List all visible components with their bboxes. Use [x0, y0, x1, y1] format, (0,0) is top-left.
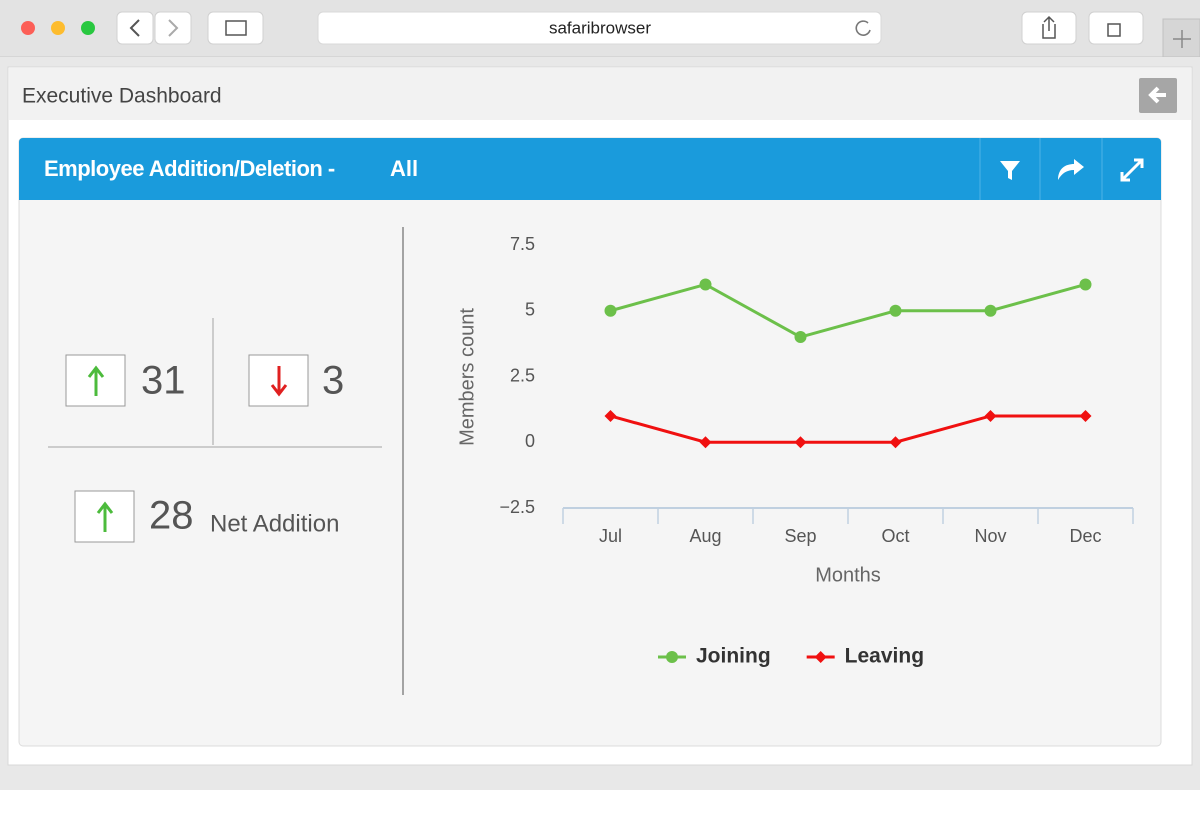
- address-text: safaribrowser: [549, 18, 651, 37]
- legend-label: Joining: [696, 645, 771, 668]
- y-tick-label: 5: [525, 300, 535, 320]
- x-tick-label: Aug: [689, 526, 721, 546]
- net-count: 28: [149, 494, 194, 538]
- reload-icon[interactable]: [855, 20, 871, 36]
- marker: [666, 651, 678, 663]
- header-bar: [9, 68, 1191, 120]
- marker: [984, 304, 997, 317]
- x-tick-label: Jul: [599, 526, 622, 546]
- series-line: [610, 282, 1086, 339]
- y-tick-label: 7.5: [510, 234, 535, 254]
- back-nav-icon: [1148, 86, 1166, 104]
- close-button[interactable]: [21, 21, 35, 35]
- up-arrow: [87, 365, 105, 396]
- panel: [18, 137, 1162, 747]
- forward-button[interactable]: [154, 11, 192, 45]
- zoom-button[interactable]: [81, 21, 95, 35]
- minimize-button[interactable]: [51, 21, 65, 35]
- down-arrow: [270, 366, 288, 397]
- back-icon: [129, 19, 140, 37]
- marker: [794, 331, 807, 344]
- marker: [814, 651, 827, 663]
- sidebar-icon: [225, 20, 247, 36]
- panel-header: [19, 138, 1161, 200]
- marker: [889, 436, 902, 449]
- tabs-button[interactable]: [1088, 11, 1144, 45]
- removed-count: 3: [322, 359, 344, 403]
- series-line: [610, 414, 1086, 444]
- header-title: Executive Dashboard: [22, 85, 222, 108]
- marker: [1079, 278, 1092, 291]
- y-tick-label: 0: [525, 431, 535, 451]
- expand-button[interactable]: [1120, 158, 1144, 182]
- y-axis-title: Members count: [456, 308, 478, 446]
- back-button[interactable]: [116, 11, 154, 45]
- y-tick-label: −2.5: [499, 497, 535, 517]
- marker: [794, 436, 807, 449]
- marker: [1079, 409, 1092, 422]
- address-bar[interactable]: [317, 11, 882, 45]
- legend-label: Leaving: [845, 645, 924, 668]
- net-label: Net Addition: [210, 510, 339, 537]
- share-icon: [1042, 15, 1056, 39]
- sidebar-button[interactable]: [207, 11, 264, 45]
- marker: [984, 409, 997, 422]
- x-axis-title: Months: [815, 564, 881, 586]
- line-chart: Months Members count −2.5 0 2.5 5 7.5 Jul Aug S…: [456, 234, 1134, 668]
- added-count: 31: [141, 359, 186, 403]
- marker: [889, 304, 902, 317]
- share-panel-button[interactable]: [1058, 159, 1084, 180]
- x-tick-label: Dec: [1069, 526, 1101, 546]
- marker: [604, 304, 617, 317]
- forward-icon: [168, 19, 179, 37]
- x-tick-label: Nov: [974, 526, 1006, 546]
- y-tick-label: 2.5: [510, 365, 535, 385]
- panel-filter: All: [390, 156, 418, 181]
- x-tick-label: Oct: [881, 526, 909, 546]
- marker: [604, 409, 617, 422]
- new-tab-icon: [1173, 30, 1191, 48]
- filter-button[interactable]: [1000, 161, 1020, 180]
- marker: [699, 436, 712, 449]
- panel-title: Employee Addition/Deletion -: [44, 156, 335, 181]
- marker: [699, 278, 712, 291]
- tabs-icon: [1107, 23, 1121, 37]
- up-arrow: [96, 501, 114, 532]
- x-tick-label: Sep: [784, 526, 816, 546]
